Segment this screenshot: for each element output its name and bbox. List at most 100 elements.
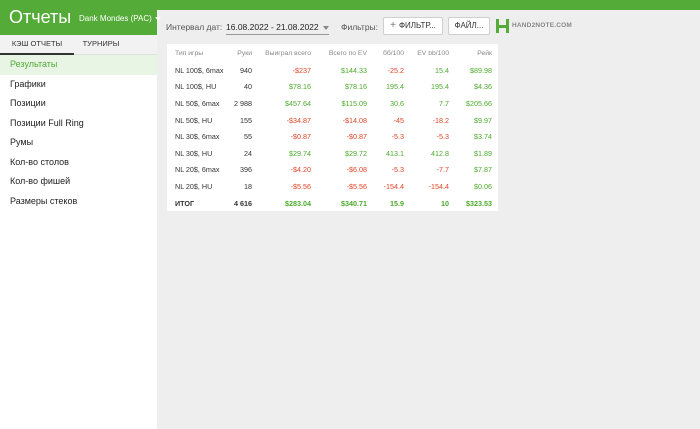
hands-cell: 55 (244, 132, 252, 142)
filter-button[interactable]: + ФИЛЬТР... (383, 17, 443, 35)
won-cell: -$5.56 (290, 181, 311, 191)
game-type-cell: NL 100$, 6max (175, 65, 224, 75)
results-table: Тип игры Руки Выиграл всего Всего по EV … (167, 44, 498, 211)
ev-cell: $144.33 (341, 65, 367, 75)
bb100-cell: 195.4 (386, 82, 404, 92)
plus-icon: + (390, 20, 396, 31)
filter-button-label: ФИЛЬТР... (398, 21, 436, 30)
sidebar-header: Отчеты Dank Mondes (PAC) (0, 0, 161, 35)
tab-tournaments[interactable]: ТУРНИРЫ (82, 39, 120, 48)
table-row[interactable]: NL 50$, HU 155 -$34.87 -$14.08 -45 -18.2… (167, 112, 498, 129)
table-total-row: ИТОГ 4 616 $283.04 $340.71 15.9 10 $323.… (167, 195, 498, 212)
file-button-label: ФАЙЛ... (454, 21, 484, 30)
sidebar-item-chip-count[interactable]: Кол-во фишей (10, 176, 71, 186)
column-header-rake[interactable]: Рейк (477, 49, 492, 57)
bb100-cell: -154.4 (383, 181, 404, 191)
ev-cell: -$5.56 (346, 181, 367, 191)
sidebar-item-results[interactable]: Результаты (0, 55, 157, 75)
table-row[interactable]: NL 30$, HU 24 $29.74 $29.72 413.1 412.8 … (167, 145, 498, 162)
hand2note-logo-icon (496, 19, 509, 33)
game-type-cell: NL 50$, 6max (175, 98, 220, 108)
game-type-cell: NL 50$, HU (175, 115, 213, 125)
total-hands: 4 616 (234, 198, 252, 208)
hands-cell: 18 (244, 181, 252, 191)
tab-cash-reports[interactable]: КЭШ ОТЧЕТЫ (0, 35, 74, 55)
filters-label: Фильтры: (341, 22, 379, 32)
won-cell: -$237 (292, 65, 311, 75)
rake-cell: $89.98 (470, 65, 492, 75)
sidebar-item-graphs[interactable]: Графики (10, 78, 46, 89)
chevron-down-icon (322, 25, 329, 30)
won-cell: $78.16 (289, 82, 311, 92)
table-row[interactable]: NL 100$, 6max 940 -$237 $144.33 -25.2 15… (167, 62, 498, 79)
won-cell: -$4.20 (290, 165, 311, 175)
logo-text: HAND2NOTE.COM (512, 22, 573, 29)
ev-bb100-cell: 7.7 (439, 98, 449, 108)
date-range-value: 16.08.2022 - 21.08.2022 (226, 22, 319, 32)
rake-cell: $205.66 (466, 98, 492, 108)
won-cell: $29.74 (289, 148, 311, 158)
bb100-cell: -45 (393, 115, 404, 125)
date-range-picker[interactable]: 16.08.2022 - 21.08.2022 (226, 22, 329, 32)
report-menu: Результаты Графики Позиции Позиции Full … (0, 55, 157, 211)
column-header-hands[interactable]: Руки (237, 49, 252, 57)
hands-cell: 940 (240, 65, 252, 75)
rake-cell: $7.87 (474, 165, 492, 175)
account-name: Dank Mondes (PAC) (79, 14, 152, 23)
table-row[interactable]: NL 20$, HU 18 -$5.56 -$5.56 -154.4 -154.… (167, 178, 498, 195)
sidebar: Отчеты Dank Mondes (PAC) КЭШ ОТЧЕТЫ ТУРН… (0, 0, 161, 429)
account-selector[interactable]: Dank Mondes (PAC) (79, 14, 161, 23)
column-header-won-total[interactable]: Выиграл всего (265, 49, 311, 57)
page-title: Отчеты (9, 7, 72, 27)
hands-cell: 40 (244, 82, 252, 92)
rake-cell: $1.89 (474, 148, 492, 158)
table-row[interactable]: NL 50$, 6max 2 988 $457.64 $115.09 30.6 … (167, 95, 498, 112)
game-type-cell: NL 30$, 6max (175, 132, 220, 142)
header-bar (157, 0, 700, 10)
sidebar-item-stack-sizes[interactable]: Размеры стеков (10, 195, 78, 206)
won-cell: -$0.87 (290, 132, 311, 142)
game-type-cell: NL 30$, HU (175, 148, 213, 158)
game-type-cell: NL 100$, HU (175, 82, 217, 92)
hands-cell: 2 988 (234, 98, 252, 108)
total-won: $283.04 (285, 198, 311, 208)
ev-cell: -$14.08 (342, 115, 367, 125)
table-header-row: Тип игры Руки Выиграл всего Всего по EV … (167, 44, 498, 62)
ev-bb100-cell: 195.4 (431, 82, 449, 92)
column-header-game-type[interactable]: Тип игры (175, 49, 204, 57)
ev-cell: -$6.08 (346, 165, 367, 175)
game-type-cell: NL 20$, 6max (175, 165, 220, 175)
sidebar-item-positions[interactable]: Позиции (10, 98, 46, 108)
column-header-ev-bb100[interactable]: EV bb/100 (417, 49, 449, 57)
rake-cell: $4.36 (474, 82, 492, 92)
total-rake: $323.53 (466, 198, 492, 208)
report-tabs: КЭШ ОТЧЕТЫ ТУРНИРЫ (0, 35, 157, 55)
date-range-label: Интервал дат: (166, 22, 223, 32)
sidebar-item-table-count[interactable]: Кол-во столов (10, 156, 69, 167)
hands-cell: 396 (240, 165, 252, 175)
bb100-cell: 413.1 (386, 148, 404, 158)
total-ev-bb100: 10 (441, 198, 449, 208)
rake-cell: $9.97 (474, 115, 492, 125)
won-cell: $457.64 (285, 98, 311, 108)
hands-cell: 24 (244, 148, 252, 158)
ev-bb100-cell: -5.3 (436, 132, 449, 142)
column-header-bb100[interactable]: бб/100 (382, 49, 404, 57)
bb100-cell: 30.6 (390, 98, 404, 108)
ev-cell: $78.16 (345, 82, 367, 92)
column-header-ev-total[interactable]: Всего по EV (328, 49, 367, 57)
ev-bb100-cell: -7.7 (436, 165, 449, 175)
sidebar-item-positions-full-ring[interactable]: Позиции Full Ring (10, 117, 84, 128)
total-label: ИТОГ (175, 198, 195, 208)
table-row[interactable]: NL 100$, HU 40 $78.16 $78.16 195.4 195.4… (167, 79, 498, 96)
date-range-underline (226, 34, 329, 35)
hand2note-logo: HAND2NOTE.COM (496, 19, 572, 33)
toolbar: Интервал дат: 16.08.2022 - 21.08.2022 Фи… (157, 10, 700, 41)
sidebar-item-rooms[interactable]: Румы (10, 137, 34, 147)
file-button[interactable]: ФАЙЛ... (448, 17, 490, 35)
rake-cell: $3.74 (474, 132, 492, 142)
table-row[interactable]: NL 30$, 6max 55 -$0.87 -$0.87 -5.3 -5.3 … (167, 128, 498, 145)
bb100-cell: -5.3 (391, 165, 404, 175)
table-row[interactable]: NL 20$, 6max 396 -$4.20 -$6.08 -5.3 -7.7… (167, 162, 498, 179)
game-type-cell: NL 20$, HU (175, 181, 213, 191)
